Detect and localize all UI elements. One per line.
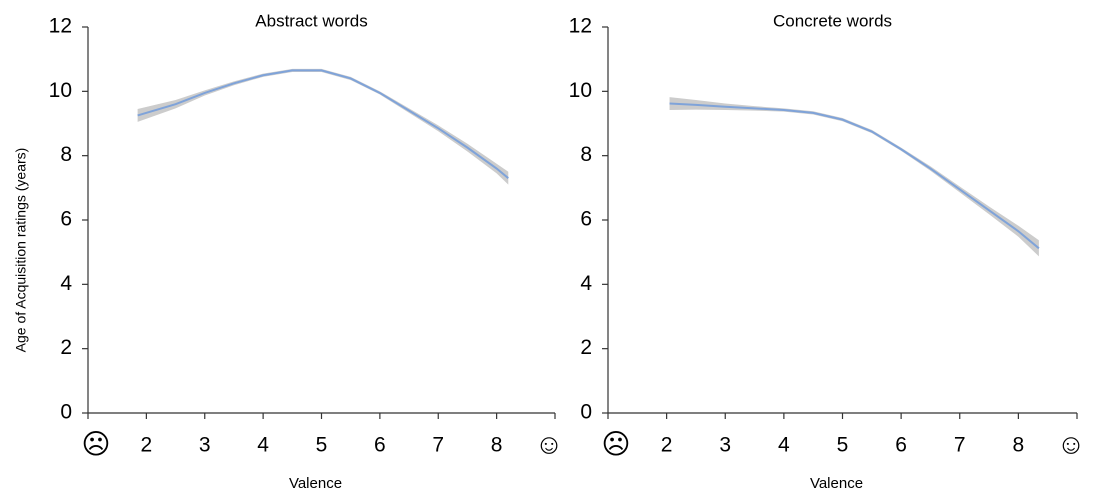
- x-tick-label: 2: [141, 434, 153, 457]
- x-tick-label: 4: [257, 434, 269, 457]
- y-tick-label: 0: [580, 401, 592, 424]
- valence-icon: ☺: [535, 428, 564, 459]
- y-tick-label: 4: [60, 272, 72, 295]
- x-tick-label: 4: [778, 434, 790, 457]
- y-tick-label: 8: [580, 143, 592, 166]
- chart-title: Concrete words: [773, 11, 892, 30]
- y-tick-label: 2: [580, 336, 592, 359]
- x-tick-label: 2: [661, 434, 673, 457]
- y-tick-label: 2: [60, 336, 72, 359]
- y-tick-label: 10: [49, 79, 72, 102]
- y-tick-label: 4: [580, 272, 592, 295]
- confidence-band: [137, 68, 509, 185]
- y-axis-label: Age of Acquisition ratings (years): [13, 148, 29, 353]
- y-tick-label: 8: [60, 143, 72, 166]
- trend-line: [137, 69, 509, 179]
- trend-line: [669, 102, 1040, 250]
- valence-icon: ☹: [81, 428, 110, 459]
- x-tick-label: 7: [432, 434, 444, 457]
- y-tick-label: 12: [569, 15, 592, 38]
- x-tick-label: 3: [199, 434, 211, 457]
- x-tick-label: 5: [837, 434, 849, 457]
- y-tick-label: 6: [580, 208, 592, 231]
- chart-title: Abstract words: [255, 11, 367, 30]
- valence-icon: ☹: [601, 428, 630, 459]
- x-tick-label: 8: [1013, 434, 1025, 457]
- y-tick-label: 0: [60, 401, 72, 424]
- x-axis-label: Valence: [289, 475, 342, 492]
- y-tick-label: 6: [60, 208, 72, 231]
- y-tick-label: 10: [569, 79, 592, 102]
- x-tick-label: 6: [895, 434, 907, 457]
- x-tick-label: 3: [719, 434, 731, 457]
- x-tick-label: 8: [491, 434, 503, 457]
- x-tick-label: 6: [374, 434, 386, 457]
- confidence-band: [669, 97, 1039, 257]
- valence-icon: ☺: [1057, 428, 1086, 459]
- x-tick-label: 7: [954, 434, 966, 457]
- x-axis-label: Valence: [810, 475, 863, 492]
- y-tick-label: 12: [49, 15, 72, 38]
- x-tick-label: 5: [316, 434, 328, 457]
